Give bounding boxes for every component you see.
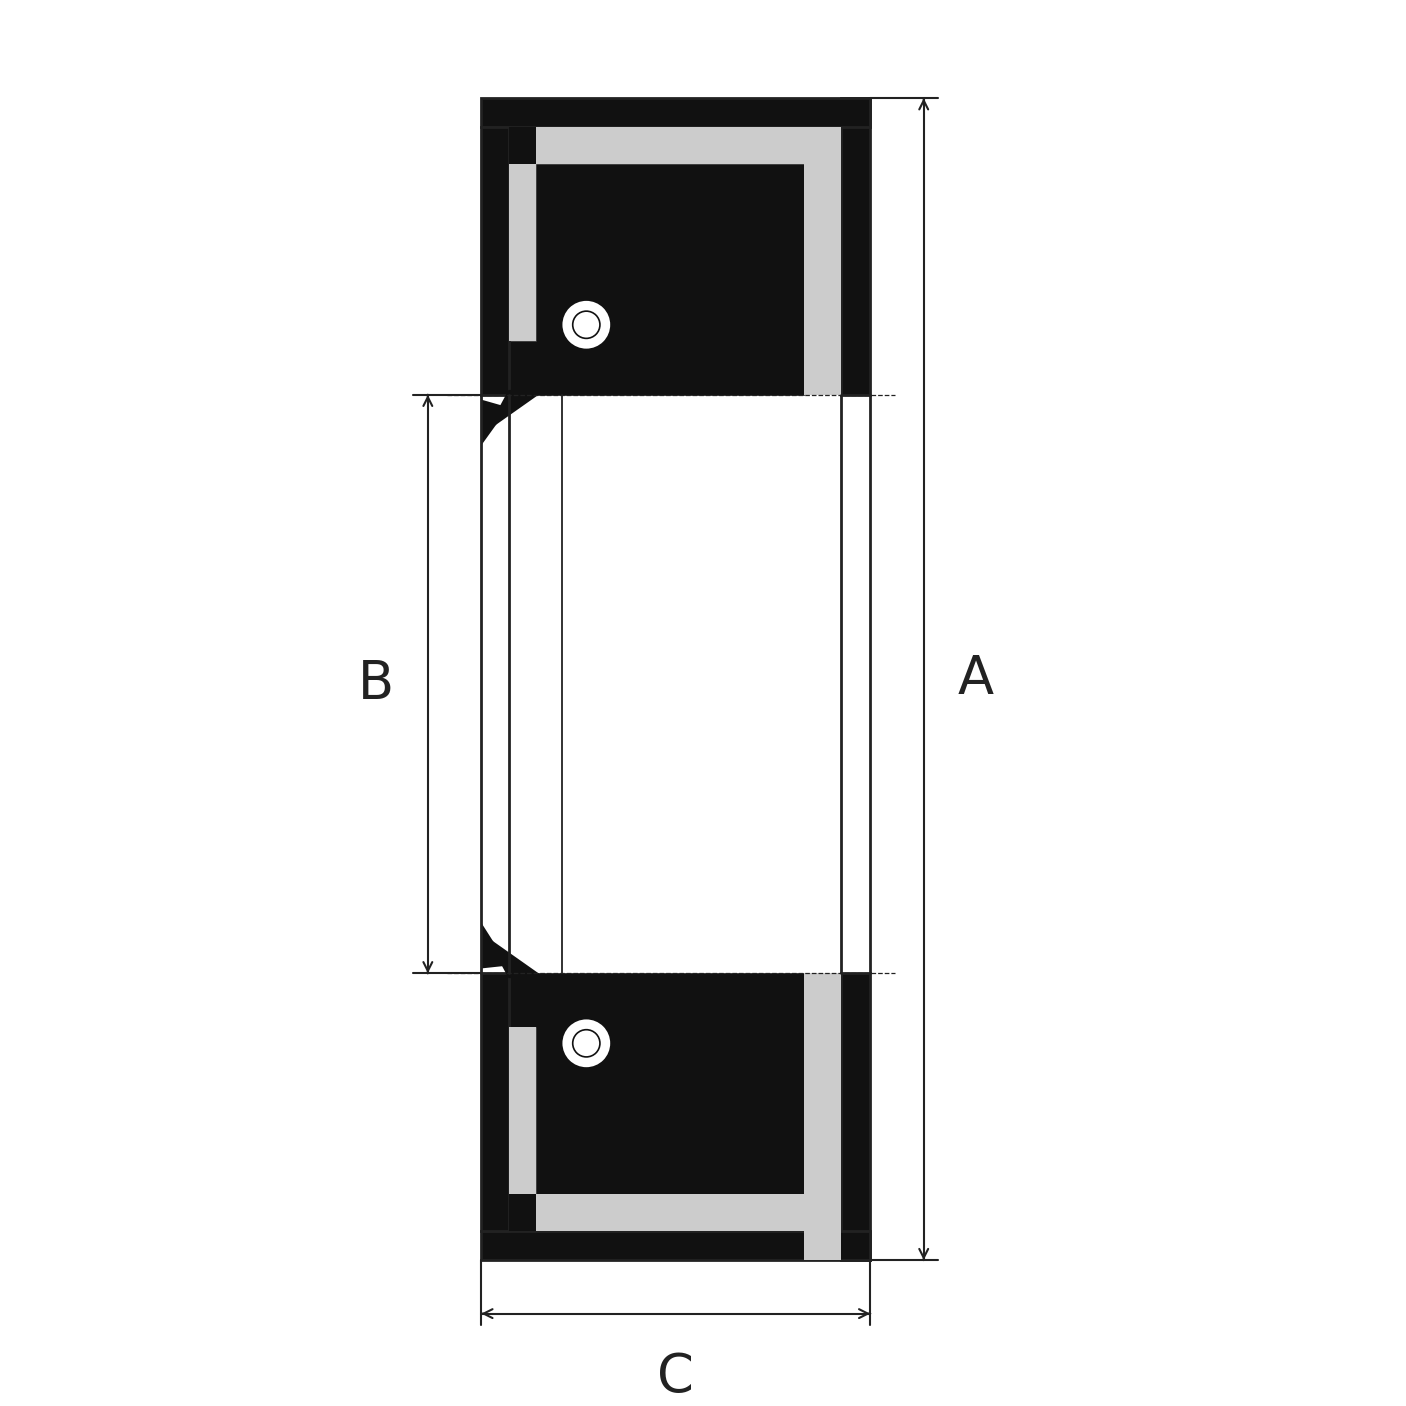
Polygon shape	[804, 973, 841, 1260]
Polygon shape	[804, 128, 841, 395]
Polygon shape	[486, 936, 546, 979]
Polygon shape	[509, 128, 841, 165]
Polygon shape	[481, 922, 509, 969]
Polygon shape	[509, 1026, 536, 1194]
Polygon shape	[481, 128, 509, 395]
Text: C: C	[658, 1351, 695, 1403]
Text: A: A	[957, 654, 994, 706]
Circle shape	[561, 299, 612, 350]
Polygon shape	[509, 165, 536, 342]
Circle shape	[561, 1018, 612, 1069]
Polygon shape	[486, 389, 546, 432]
Polygon shape	[481, 973, 509, 1232]
Polygon shape	[509, 1194, 841, 1232]
Text: B: B	[357, 658, 394, 710]
Circle shape	[572, 311, 600, 339]
Polygon shape	[481, 1232, 870, 1260]
Polygon shape	[481, 399, 509, 446]
Polygon shape	[481, 98, 870, 128]
Polygon shape	[509, 1194, 536, 1232]
Polygon shape	[509, 165, 804, 395]
Polygon shape	[841, 973, 870, 1260]
Circle shape	[572, 1029, 600, 1057]
Polygon shape	[509, 973, 804, 1194]
Polygon shape	[509, 128, 536, 165]
Polygon shape	[841, 98, 870, 395]
